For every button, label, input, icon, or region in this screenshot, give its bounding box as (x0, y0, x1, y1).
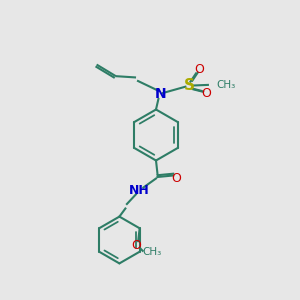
Text: S: S (184, 78, 194, 93)
Text: O: O (171, 172, 181, 185)
Text: O: O (201, 87, 211, 101)
Text: N: N (155, 88, 166, 101)
Text: O: O (132, 239, 142, 252)
Text: O: O (194, 63, 204, 76)
Text: NH: NH (128, 184, 149, 197)
Text: CH₃: CH₃ (216, 80, 235, 90)
Text: CH₃: CH₃ (143, 247, 162, 257)
